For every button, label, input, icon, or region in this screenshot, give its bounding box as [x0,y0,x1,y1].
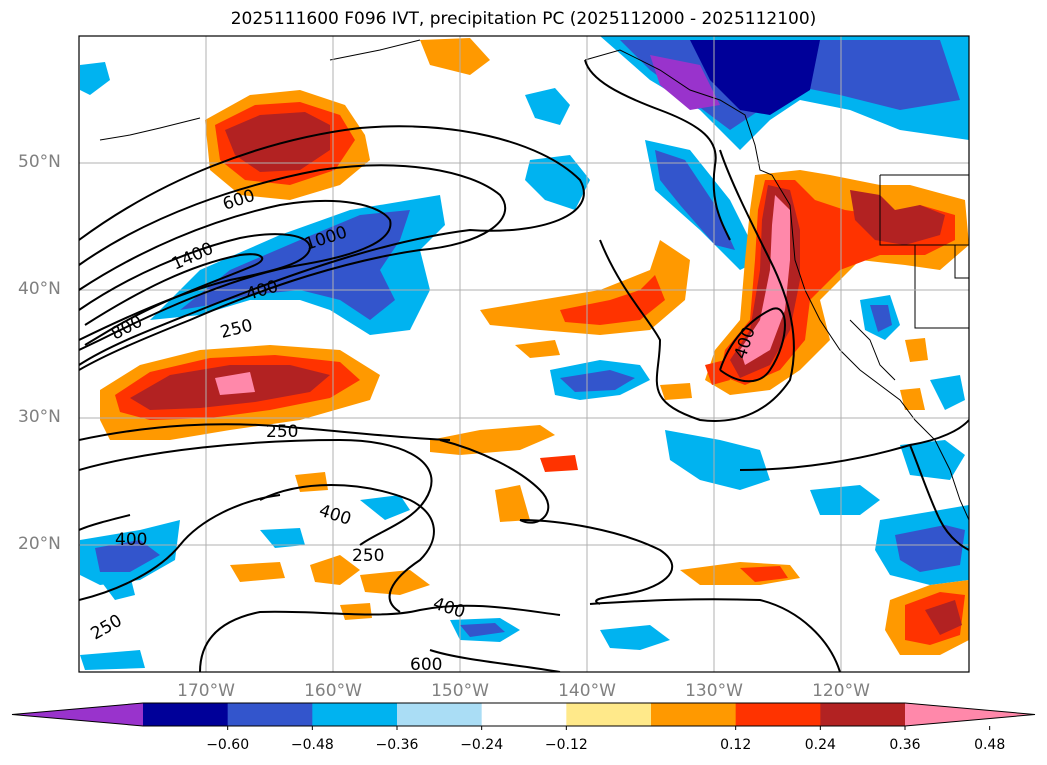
lon-label-140: 140°W [558,681,616,701]
positive-pc-regions [100,38,969,655]
colorbar-tick-label: −0.36 [375,737,419,753]
lat-label-50: 50°N [18,152,61,172]
lon-label-170: 170°W [177,681,235,701]
colorbar-tick-label: −0.60 [206,737,250,753]
lat-label-30: 30°N [18,407,61,427]
contour-label: 250 [352,546,384,566]
colorbar-outline [11,702,1036,727]
colorbar-tick-label: 0.48 [974,737,1006,753]
colorbar-tick-label: 0.12 [720,737,752,753]
colorbar [11,702,1036,730]
contour-label: 400 [316,501,353,530]
colorbar-segment [735,703,821,726]
lon-label-150: 150°W [431,681,489,701]
colorbar-segment [143,703,229,726]
colorbar-tick-label: −0.12 [544,737,588,753]
contour-label: 250 [218,316,254,343]
colorbar-tick-label: −0.48 [290,737,334,753]
colorbar-extend-high [905,703,1035,726]
map-frame [78,35,970,673]
colorbar-segment [227,703,313,726]
colorbar-segment [481,703,567,726]
colorbar-segment [566,703,652,726]
contour-label: 400 [115,530,147,550]
contour-label: 600 [220,186,257,215]
colorbar-tick-label: 0.36 [889,737,921,753]
colorbar-segment [820,703,906,726]
coastlines [99,39,969,521]
colorbar-extend-low [12,703,143,726]
lon-label-160: 160°W [304,681,362,701]
colorbar-segment [651,703,737,726]
lon-label-120: 120°W [812,681,870,701]
lat-label-40: 40°N [18,279,61,299]
contour-label: 250 [88,611,126,645]
ivt-contours [79,59,969,672]
map-field: 600 1400 1000 800 400 250 400 250 400 25… [79,36,969,675]
colorbar-tick-label: 0.24 [804,737,836,753]
contour-label: 600 [410,655,442,675]
contour-label: 400 [430,594,467,623]
colorbar-tick-label: −0.24 [460,737,504,753]
lon-label-130: 130°W [685,681,743,701]
lat-label-20: 20°N [18,534,61,554]
colorbar-segment [312,703,398,726]
map-title: 2025111600 F096 IVT, precipitation PC (2… [230,9,817,29]
colorbar-segment [397,703,483,726]
contour-label: 250 [266,422,298,442]
graticule [79,36,969,672]
